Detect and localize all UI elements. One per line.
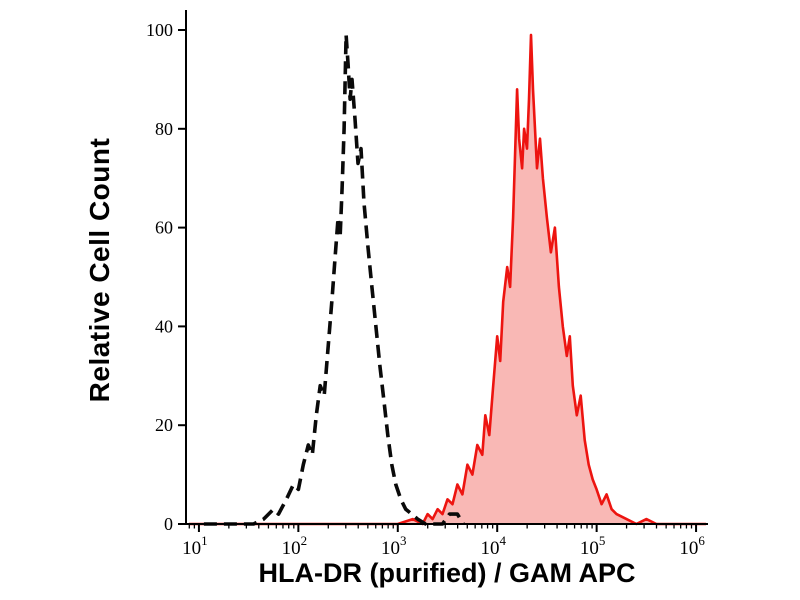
y-tick-label: 20 <box>155 415 173 435</box>
dashed-control-curve <box>203 33 465 526</box>
x-tick-label: 104 <box>480 533 506 559</box>
x-tick-label: 106 <box>679 533 705 559</box>
y-tick-label: 60 <box>155 218 173 238</box>
y-tick-label: 0 <box>164 514 173 534</box>
red-series-fill <box>189 34 706 525</box>
x-tick-label: 101 <box>182 533 208 559</box>
x-tick-label: 102 <box>282 533 308 559</box>
y-tick-label: 100 <box>146 20 173 40</box>
x-tick-label: 105 <box>580 533 606 559</box>
x-axis-title: HLA-DR (purified) / GAM APC <box>258 558 636 588</box>
red-series-curve <box>189 33 706 526</box>
y-tick-label: 80 <box>155 119 173 139</box>
y-tick-label: 40 <box>155 316 173 336</box>
x-tick-label: 103 <box>381 533 407 559</box>
